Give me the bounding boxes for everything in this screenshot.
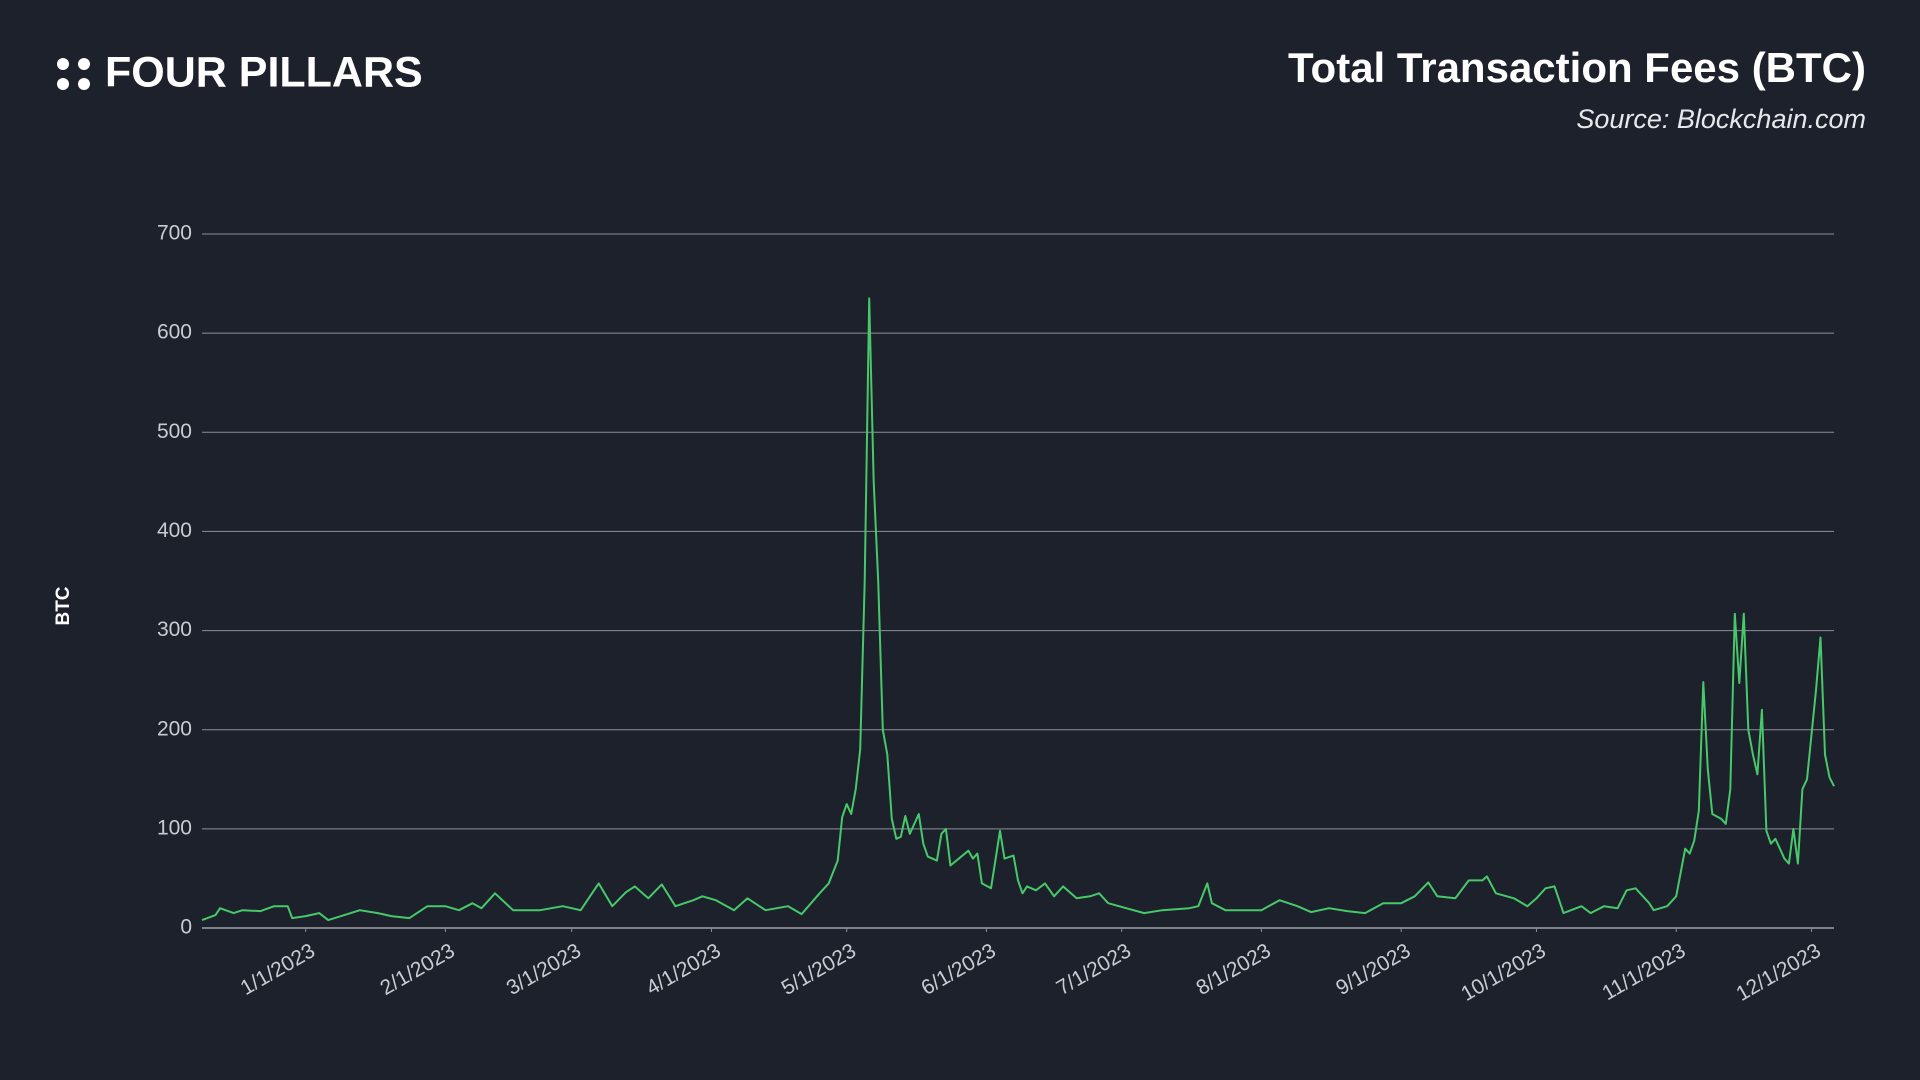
chart-title: Total Transaction Fees (BTC) — [1288, 44, 1866, 91]
y-tick-label: 600 — [157, 321, 192, 344]
x-tick-label: 5/1/2023 — [778, 939, 860, 1000]
y-tick-label: 300 — [157, 618, 192, 641]
x-tick-label: 11/1/2023 — [1598, 939, 1689, 1005]
x-tick-label: 8/1/2023 — [1192, 939, 1274, 1000]
y-tick-label: 0 — [180, 916, 192, 939]
x-tick-label: 4/1/2023 — [642, 939, 724, 1000]
brand: FOUR PILLARS — [105, 48, 423, 96]
data-line — [201, 297, 1835, 922]
x-tick-label: 3/1/2023 — [503, 939, 585, 1000]
x-tick-label: 9/1/2023 — [1332, 939, 1414, 1000]
y-tick-label: 200 — [157, 717, 192, 740]
y-tick-label: 400 — [157, 519, 192, 542]
x-tick-label: 2/1/2023 — [376, 939, 458, 1000]
y-axis-label: BTC — [53, 586, 74, 625]
y-tick-label: 700 — [157, 222, 192, 245]
chart-subtitle: Source: Blockchain.com — [1576, 104, 1866, 134]
x-tick-label: 12/1/2023 — [1732, 939, 1824, 1006]
x-tick-label: 6/1/2023 — [917, 939, 999, 1000]
logo-icon — [57, 58, 90, 90]
x-tick-label: 7/1/2023 — [1053, 939, 1135, 1000]
x-tick-label: 10/1/2023 — [1457, 939, 1549, 1006]
x-tick-label: 1/1/2023 — [237, 939, 319, 1000]
y-tick-label: 100 — [157, 816, 192, 839]
y-tick-label: 500 — [157, 420, 192, 443]
